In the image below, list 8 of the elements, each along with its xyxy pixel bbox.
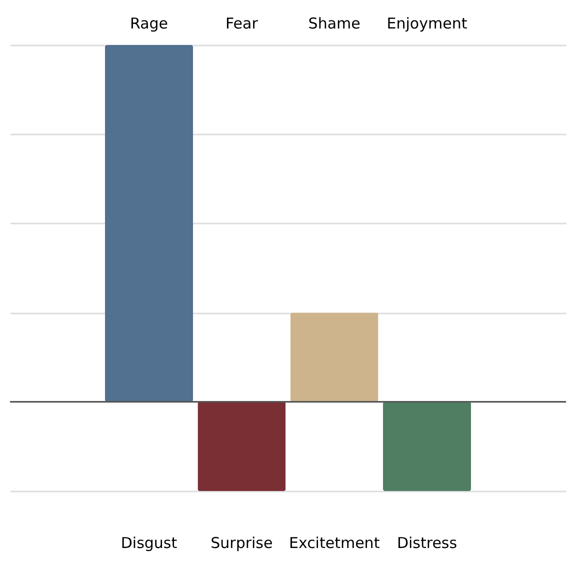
text: Surprise — [210, 534, 273, 552]
text: Distress — [396, 534, 458, 552]
x-tick-label: Enjoyment — [386, 14, 468, 32]
x-tick-label: Shame — [308, 14, 360, 32]
text: Disgust — [120, 534, 178, 552]
x-tick-label: Rage — [130, 14, 168, 32]
text: Excitetment — [288, 534, 380, 552]
x-tick-label: Fear — [225, 14, 259, 32]
